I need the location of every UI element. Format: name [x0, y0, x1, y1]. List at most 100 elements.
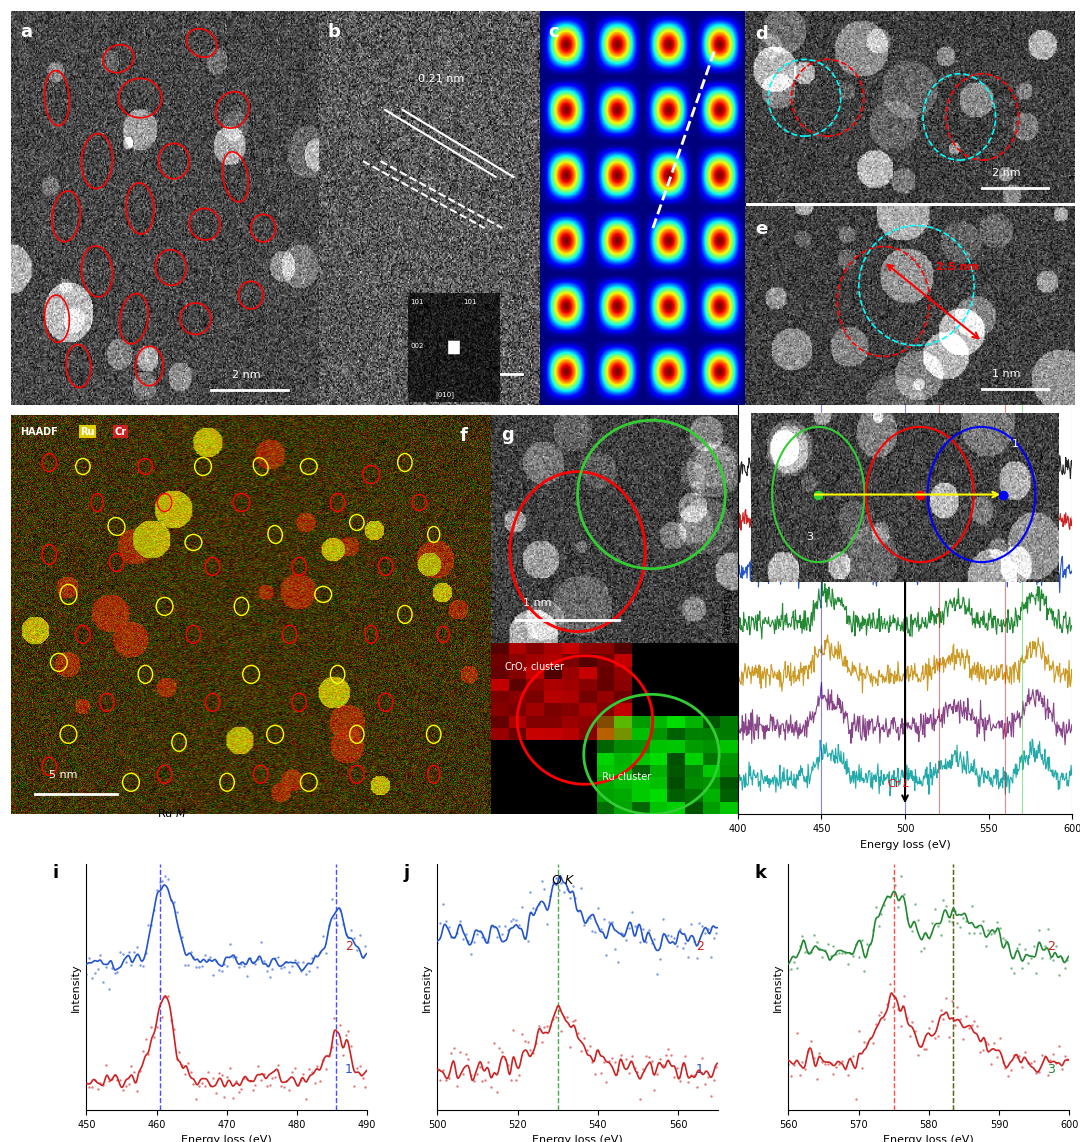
Point — [845, 1047, 862, 1065]
Point — [909, 911, 927, 930]
Text: Cr $L$: Cr $L$ — [887, 777, 910, 789]
Point — [657, 927, 674, 946]
Point — [289, 952, 307, 971]
Point — [913, 1037, 930, 1055]
Point — [955, 909, 972, 927]
Point — [213, 962, 230, 980]
Point — [1014, 959, 1031, 978]
Point — [983, 925, 1000, 943]
Point — [581, 909, 598, 927]
Point — [534, 872, 551, 891]
Point — [555, 883, 572, 901]
Point — [966, 924, 983, 942]
Point — [850, 948, 867, 966]
Point — [312, 1072, 329, 1091]
Point — [920, 928, 937, 947]
Point — [612, 1046, 630, 1064]
Point — [544, 1011, 562, 1029]
Point — [497, 1051, 514, 1069]
Point — [227, 948, 244, 966]
Point — [334, 915, 351, 933]
Point — [980, 1035, 997, 1053]
Point — [969, 1016, 986, 1035]
Point — [1048, 938, 1065, 956]
Point — [583, 1053, 600, 1071]
Point — [283, 957, 300, 975]
Point — [86, 964, 104, 982]
Point — [100, 980, 118, 998]
Point — [567, 888, 584, 907]
Point — [977, 936, 995, 955]
Point — [1028, 964, 1045, 982]
Point — [337, 1026, 354, 1044]
Point — [572, 1043, 590, 1061]
Point — [974, 911, 991, 930]
Point — [448, 1077, 465, 1095]
Point — [783, 1067, 800, 1085]
Point — [791, 938, 808, 956]
Point — [1011, 935, 1028, 954]
Point — [707, 1057, 725, 1076]
Point — [249, 950, 267, 968]
Point — [309, 958, 326, 976]
Point — [516, 1031, 534, 1049]
Point — [174, 928, 191, 947]
Y-axis label: Intensity: Intensity — [422, 963, 432, 1012]
Point — [862, 1029, 879, 1047]
Point — [1044, 1045, 1062, 1063]
Point — [909, 1046, 927, 1064]
Point — [522, 1042, 539, 1060]
Point — [791, 1065, 808, 1084]
Point — [78, 965, 95, 983]
Point — [885, 998, 902, 1016]
Point — [89, 1079, 106, 1097]
Point — [876, 1010, 893, 1028]
Point — [805, 1048, 822, 1067]
Point — [816, 941, 834, 959]
Point — [827, 944, 845, 963]
Point — [1050, 965, 1067, 983]
Point — [162, 1012, 179, 1030]
Point — [332, 901, 349, 919]
Point — [193, 1073, 211, 1092]
Point — [825, 1064, 842, 1083]
Point — [162, 891, 179, 909]
Point — [997, 931, 1014, 949]
Point — [788, 959, 806, 978]
Point — [527, 1035, 544, 1053]
Point — [309, 1056, 326, 1075]
Point — [618, 1049, 635, 1068]
Point — [232, 956, 249, 974]
Point — [991, 919, 1009, 938]
Point — [983, 1055, 1000, 1073]
Point — [848, 1089, 865, 1108]
Point — [688, 1078, 705, 1096]
Point — [465, 932, 483, 950]
Point — [471, 922, 488, 940]
Point — [502, 1071, 519, 1089]
Point — [869, 917, 887, 935]
Point — [548, 1008, 565, 1027]
Point — [583, 922, 600, 940]
Point — [966, 1012, 983, 1030]
Point — [451, 1043, 469, 1061]
Point — [171, 922, 188, 940]
Point — [544, 872, 562, 891]
Point — [462, 1067, 480, 1085]
Point — [780, 1055, 797, 1073]
Point — [465, 1071, 483, 1089]
Text: O $K$: O $K$ — [551, 874, 577, 887]
Point — [323, 1038, 340, 1056]
Point — [247, 955, 265, 973]
Text: 2 nm: 2 nm — [232, 370, 261, 380]
Point — [204, 966, 221, 984]
Point — [915, 1039, 932, 1057]
Point — [881, 888, 899, 907]
Text: j: j — [404, 864, 409, 883]
Point — [300, 1060, 318, 1078]
Point — [927, 1029, 944, 1047]
Point — [511, 916, 528, 934]
Point — [536, 879, 553, 898]
Point — [697, 1075, 714, 1093]
Point — [665, 930, 683, 948]
